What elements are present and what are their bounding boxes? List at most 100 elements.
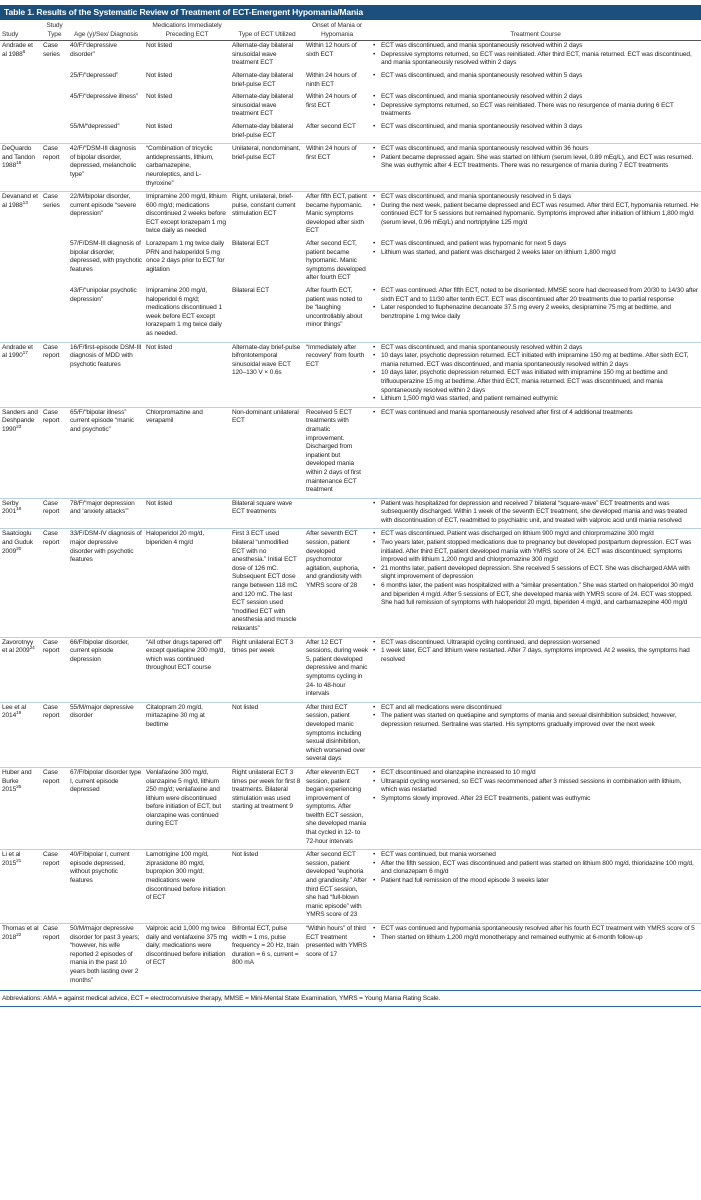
study-cell: Huber and Burke 201525 (0, 766, 41, 850)
onset-cell: After fourth ECT, patient was noted to b… (306, 287, 363, 329)
treatment-course-item: ECT was continued and mania spontaneousl… (372, 409, 699, 418)
reference-number: 18 (16, 161, 22, 167)
age-sex-diagnosis-cell: 45/F/“depressive illness” (70, 93, 138, 101)
treatment-course-cell: ECT was continued and hypomania spontane… (370, 923, 701, 989)
treatment-course-item: ECT was discontinued, and mania spontane… (372, 42, 699, 51)
study-name: Serby 2001 (2, 499, 19, 516)
onset-cell: Received 5 ECT treatments with dramatic … (304, 406, 370, 499)
age-sex-diagnosis-cell: 33/F/DSM-IV diagnosis of major depressiv… (68, 528, 144, 638)
study-type-cell: Case report (41, 701, 68, 768)
study-cell (0, 122, 41, 144)
treatment-course-item: Patient was hospitalized for depression … (372, 500, 699, 526)
onset-cell: After eleventh ECT session, patient bega… (304, 766, 370, 850)
treatment-course-item: Then started on lithium 1,200 mg/d monot… (372, 934, 699, 943)
study-cell (0, 92, 41, 122)
study-type-cell: Case report (41, 341, 68, 408)
treatment-course-cell: ECT was discontinued, and mania spontane… (370, 143, 701, 192)
treatment-course-cell: ECT discontinued and olanzapine increase… (370, 766, 701, 850)
study-type-cell: Case report (41, 766, 68, 850)
treatment-course-item: Depressive symptoms returned, so ECT was… (372, 102, 699, 119)
study-type-cell: Case report (41, 923, 68, 989)
table-row: Thomas et al 201822 Case report 50/M/major… (0, 923, 701, 989)
study-type: Case report (43, 768, 60, 785)
medications-cell: Haloperidol 20 mg/d, biperiden 4 mg/d (144, 528, 230, 638)
study-type: Case report (43, 145, 60, 161)
study-type-cell (41, 71, 68, 92)
treatment-course-cell: Patient was hospitalized for depression … (370, 497, 701, 529)
treatment-course-list: ECT was discontinued, and mania spontane… (372, 123, 699, 132)
study-cell: Li et al 201521 (0, 849, 41, 924)
medications-cell: Imipramine 200 mg/d, lithium 600 mg/d; m… (144, 191, 230, 240)
table-row: Sanders and Deshpande 199023 Case report 6… (0, 406, 701, 499)
study-name: Sanders and Deshpande 1990 (2, 408, 38, 433)
study-type-cell (41, 286, 68, 342)
ect-type-cell: Bilateral ECT (232, 240, 270, 248)
reference-number: 17 (22, 351, 28, 357)
medications-cell: Not listed (146, 71, 173, 79)
ect-type-cell: Unilateral, nondominant, brief-pulse ECT (230, 143, 304, 192)
table-title: Table 1. Results of the Systematic Revie… (0, 5, 701, 20)
treatment-course-item: Depressive symptoms returned, so ECT was… (372, 51, 699, 68)
age-sex-diagnosis-cell: 40/F/“depressive disorder” (70, 42, 117, 58)
study-type: Case report (43, 851, 60, 867)
study-type: Case series (43, 193, 60, 209)
study-type: Case series (43, 42, 60, 58)
header-treatment-course: Treatment Course (370, 20, 701, 42)
ect-type-cell: Right, unilateral, brief-pulse, constant… (230, 191, 304, 240)
treatment-course-cell: ECT was discontinued. Patient was discha… (370, 528, 701, 638)
reference-number: 13 (22, 200, 28, 206)
study-name: Zavorotnyy et al 2009 (2, 638, 34, 655)
medications-cell: Valproic acid 1,000 mg twice daily and v… (144, 923, 230, 989)
medications-cell: Not listed (146, 122, 173, 130)
age-sex-diagnosis-cell: 65/F/“bipolar illness” current episode “… (68, 406, 144, 499)
treatment-course-item: ECT and all medications were discontinue… (372, 704, 699, 713)
study-type: Case report (43, 925, 60, 941)
treatment-course-cell: ECT was discontinued, and mania spontane… (370, 191, 701, 240)
treatment-course-item: ECT was discontinued, and mania spontane… (372, 193, 699, 202)
study-type-cell: Case report (41, 849, 68, 924)
treatment-course-item: ECT was discontinued, and patient was hy… (372, 240, 699, 249)
header-age-sex-diagnosis: Age (y)/Sex/ Diagnosis (68, 20, 144, 42)
ect-type-cell: Alternate-day bilateral brief-pulse ECT (232, 71, 293, 88)
treatment-course-cell: ECT was discontinued, and mania spontane… (370, 341, 701, 408)
treatment-course-item: ECT was continued and hypomania spontane… (372, 925, 699, 934)
treatment-course-cell: ECT was discontinued, and mania spontane… (370, 122, 701, 144)
reference-number: 25 (16, 784, 22, 790)
ect-type-cell: Alternate-day bilateral brief-pulse ECT (232, 122, 293, 139)
study-name: Devanand et al 1988 (2, 193, 38, 209)
study-type-cell: Case report (41, 497, 68, 529)
table-row: Devanand et al 198813 Case series 22/M/bip… (0, 191, 701, 240)
treatment-course-item: 6 months later, the patient was hospital… (372, 582, 699, 608)
onset-cell: After second ECT, patient became hypoman… (306, 240, 366, 282)
treatment-course-item: The patient was started on quetiapine an… (372, 712, 699, 729)
treatment-course-list: ECT was discontinued, and mania spontane… (372, 193, 699, 227)
table-row: Lee et al 201419 Case report 55/M/major de… (0, 701, 701, 768)
age-sex-diagnosis-cell: 43/F/“unipolar psychotic depression” (70, 287, 137, 303)
table-footnote: Abbreviations: AMA = against medical adv… (0, 990, 701, 1008)
treatment-course-item: Patient had full remission of the mood e… (372, 877, 699, 886)
study-cell: Serby 200116 (0, 497, 41, 529)
onset-cell: After fifth ECT, patient became hypomani… (304, 191, 370, 240)
medications-cell: Not listed (146, 93, 173, 101)
medications-cell: Chlorpromazine and verapamil (144, 406, 230, 499)
treatment-course-item: ECT was discontinued. Patient was discha… (372, 530, 699, 539)
onset-cell: “Immediately after recovery” from fourth… (304, 341, 370, 408)
table-row: Li et al 201521 Case report 40/F/bipolar I… (0, 849, 701, 924)
age-sex-diagnosis-cell: 78/F/“major depression and ‘anxiety atta… (68, 497, 144, 529)
treatment-course-item: ECT was continued. After fifth ECT, note… (372, 287, 699, 304)
study-type-cell (41, 122, 68, 144)
table-row: Huber and Burke 201525 Case report 67/F/bi… (0, 766, 701, 850)
study-cell (0, 71, 41, 92)
study-cell: Thomas et al 201822 (0, 923, 41, 989)
treatment-course-item: ECT was discontinued, and mania spontane… (372, 93, 699, 102)
medications-cell: “Combination of tricyclic antidepressant… (144, 143, 230, 192)
table-row: Zavorotnyy et al 200924 Case report 66/F/b… (0, 636, 701, 703)
onset-cell: After seventh ECT session, patient devel… (304, 528, 370, 638)
age-sex-diagnosis-cell: 42/F/“DSM-III diagnosis of bipolar disor… (68, 143, 144, 192)
ect-type-cell: Right unilateral ECT 3 times per week (230, 636, 304, 703)
study-cell (0, 286, 41, 342)
onset-cell: “Within hours” of third ECT treatment pr… (304, 923, 370, 989)
treatment-course-cell: ECT was discontinued, and patient was hy… (370, 239, 701, 286)
table-row: 57/F/DSM-III diagnosis of bipolar disord… (0, 239, 701, 286)
treatment-course-cell: ECT was continued. After fifth ECT, note… (370, 286, 701, 342)
